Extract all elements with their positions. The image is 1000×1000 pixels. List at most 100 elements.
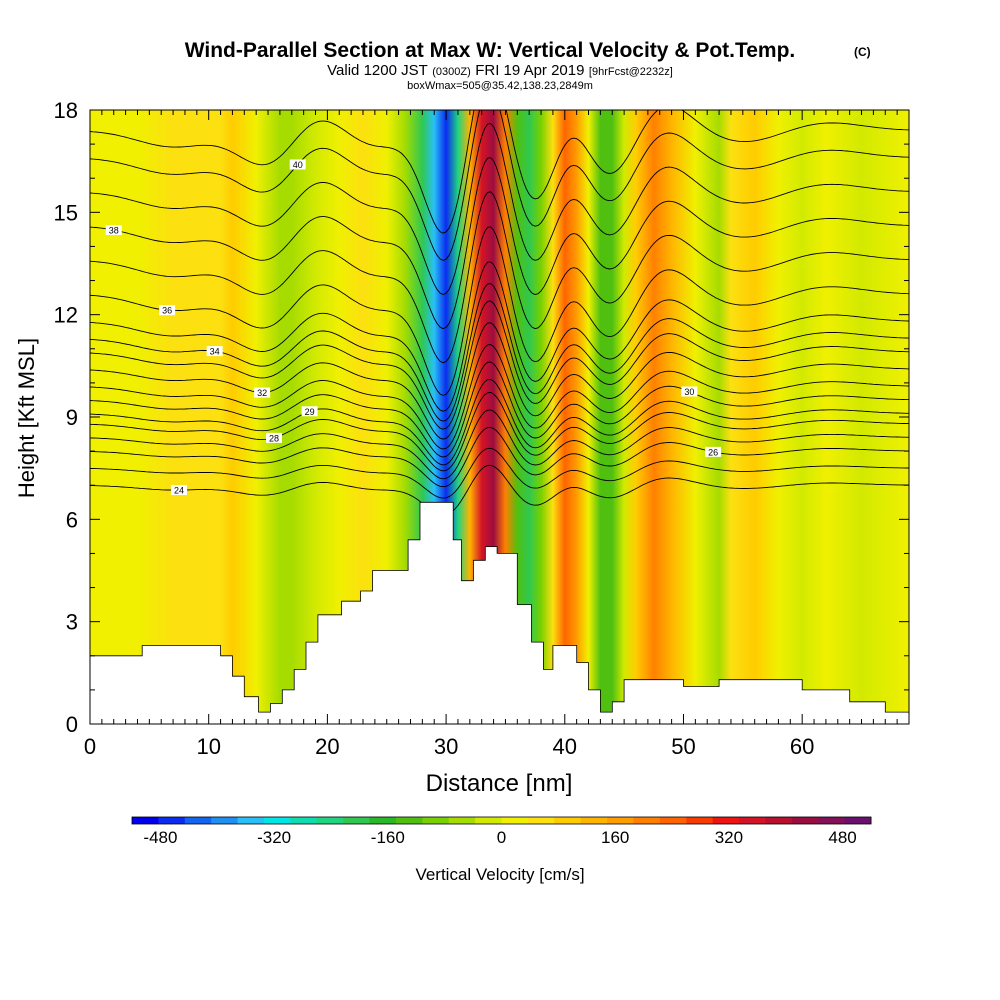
x-tick-label: 30 [434, 734, 458, 759]
y-tick-label: 18 [54, 98, 78, 123]
theta-label-29: 29 [301, 406, 318, 417]
colorbar-swatch [369, 817, 397, 824]
theta-contour-24 [90, 464, 909, 516]
x-tick-label: 0 [84, 734, 96, 759]
theta-label-30: 30 [681, 386, 698, 397]
theta-label-text: 40 [293, 160, 303, 170]
x-tick-label: 40 [553, 734, 577, 759]
theta-contour-32 [90, 322, 909, 440]
theta-label-28: 28 [265, 432, 282, 443]
colorbar-tick-label: 320 [715, 828, 743, 847]
theta-label-text: 24 [174, 486, 184, 496]
colorbar-swatch [739, 817, 766, 824]
chart-subtitle-box: boxWmax=505@35.42,138.23,2849m [407, 80, 593, 92]
theta-label-26: 26 [705, 446, 722, 457]
theta-contour-27 [90, 409, 909, 480]
theta-contour-31 [90, 344, 909, 450]
theta-label-text: 34 [210, 347, 220, 357]
theta-contour-25 [90, 447, 909, 499]
theta-label-34: 34 [206, 346, 223, 357]
colorbar-swatch [184, 817, 212, 824]
theta-contour-33 [90, 300, 909, 430]
colorbar-swatch [712, 817, 740, 824]
theta-contour-37 [90, 191, 909, 364]
colorbar-swatch [211, 817, 239, 824]
colorbar-swatch [791, 817, 819, 824]
theta-label-40: 40 [289, 159, 306, 170]
theta-contour-40 [90, 110, 909, 261]
subtitle-utc: (0300Z) [432, 66, 471, 78]
colorbar-swatch [580, 817, 608, 824]
colorbar-swatch [158, 817, 186, 824]
colorbar-tick-label: 480 [828, 828, 856, 847]
colorbar-swatch [263, 817, 291, 824]
y-tick-label: 3 [66, 610, 78, 635]
colorbar-swatch [475, 817, 502, 824]
x-tick-label: 20 [315, 734, 339, 759]
colorbar-swatch [765, 817, 793, 824]
y-tick-label: 9 [66, 405, 78, 430]
colorbar-ticks: -480 -320 -160 0 160 320 480 [143, 828, 856, 847]
x-tick-label: 60 [790, 734, 814, 759]
subtitle-date: FRI 19 Apr 2019 [475, 62, 584, 79]
subtitle-forecast: [9hrFcst@2232z] [589, 66, 673, 78]
colorbar-swatch [844, 817, 872, 824]
colorbar-tick-label: 0 [497, 828, 506, 847]
colorbar-swatch [237, 817, 265, 824]
theta-label-text: 32 [257, 388, 267, 398]
y-tick-label: 6 [66, 507, 78, 532]
colorbar-swatch [316, 817, 344, 824]
colorbar-swatch [686, 817, 714, 824]
theta-label-text: 26 [708, 447, 718, 457]
colorbar-tick-label: -320 [257, 828, 291, 847]
x-axis-ticks: 0 10 20 30 40 50 60 [84, 110, 910, 759]
colorbar [131, 816, 872, 825]
colorbar-swatch [527, 817, 555, 824]
theta-contour-34 [90, 283, 909, 422]
colorbar-swatch [818, 817, 846, 824]
theta-label-text: 38 [109, 226, 119, 236]
x-axis-label: Distance [nm] [426, 770, 573, 797]
x-tick-label: 50 [671, 734, 695, 759]
colorbar-label: Vertical Velocity [cm/s] [415, 865, 584, 884]
y-tick-label: 0 [66, 712, 78, 737]
colorbar-swatch [633, 817, 661, 824]
terrain-mask [90, 501, 909, 724]
chart-title: Wind-Parallel Section at Max W: Vertical… [185, 39, 796, 62]
theta-label-24: 24 [171, 485, 188, 496]
colorbar-swatch [501, 817, 529, 824]
theta-label-32: 32 [254, 387, 271, 398]
colorbar-swatch [448, 817, 476, 824]
subtitle-valid: Valid 1200 JST [327, 62, 428, 79]
colorbar-frame [131, 816, 872, 825]
theta-contour-39 [90, 123, 909, 295]
colorbar-swatch [395, 817, 423, 824]
x-tick-label: 10 [196, 734, 220, 759]
theta-contour-41 [90, 110, 909, 234]
y-tick-label: 12 [54, 303, 78, 328]
theta-label-text: 30 [684, 387, 694, 397]
chart-title-tag: (C) [854, 45, 871, 59]
y-tick-label: 15 [54, 200, 78, 225]
theta-contour-36 [90, 226, 909, 396]
colorbar-swatch [659, 817, 687, 824]
theta-contour-30 [90, 361, 909, 458]
colorbar-swatch [607, 817, 634, 824]
theta-contour-29 [90, 379, 909, 466]
y-axis-label: Height [Kft MSL] [14, 338, 39, 498]
colorbar-swatch [290, 817, 318, 824]
contour-labels: 24 26 28 29 30 32 34 36 38 40 [105, 159, 722, 496]
colorbar-swatch [422, 817, 450, 824]
colorbar-swatch [554, 817, 582, 824]
colorbar-tick-label: -480 [143, 828, 177, 847]
colorbar-swatch [343, 817, 371, 824]
theta-label-text: 28 [269, 433, 279, 443]
potential-temperature-contours [90, 110, 909, 516]
theta-label-text: 36 [162, 306, 172, 316]
theta-label-36: 36 [159, 305, 176, 316]
theta-label-text: 29 [305, 407, 315, 417]
colorbar-tick-label: -160 [371, 828, 405, 847]
theta-contour-26 [90, 426, 909, 488]
